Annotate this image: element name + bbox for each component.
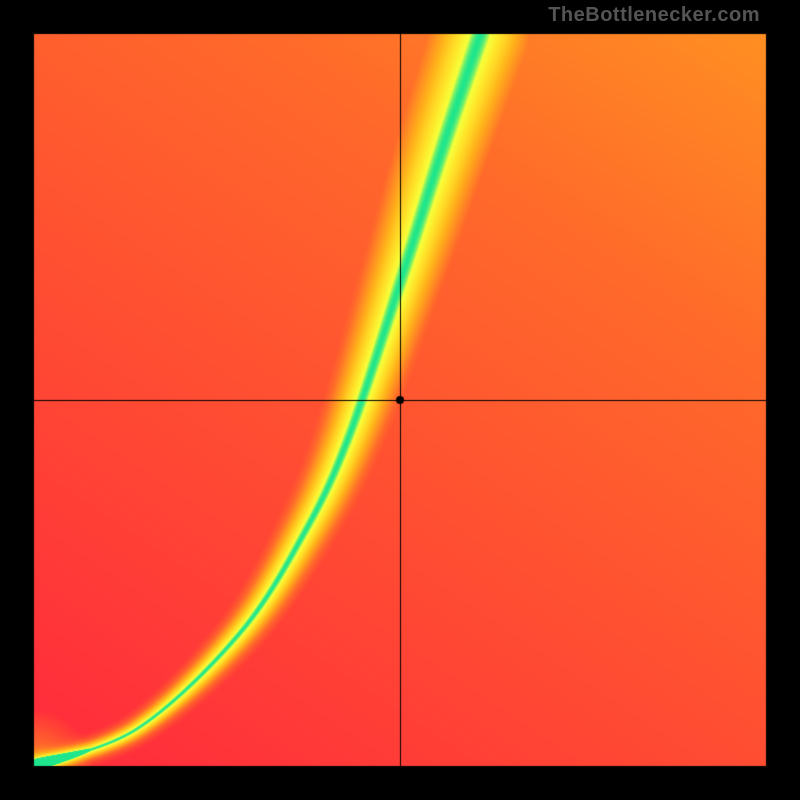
watermark-label: TheBottlenecker.com <box>548 4 760 27</box>
heatmap-canvas <box>0 0 800 800</box>
chart-stage: TheBottlenecker.com <box>0 0 800 800</box>
